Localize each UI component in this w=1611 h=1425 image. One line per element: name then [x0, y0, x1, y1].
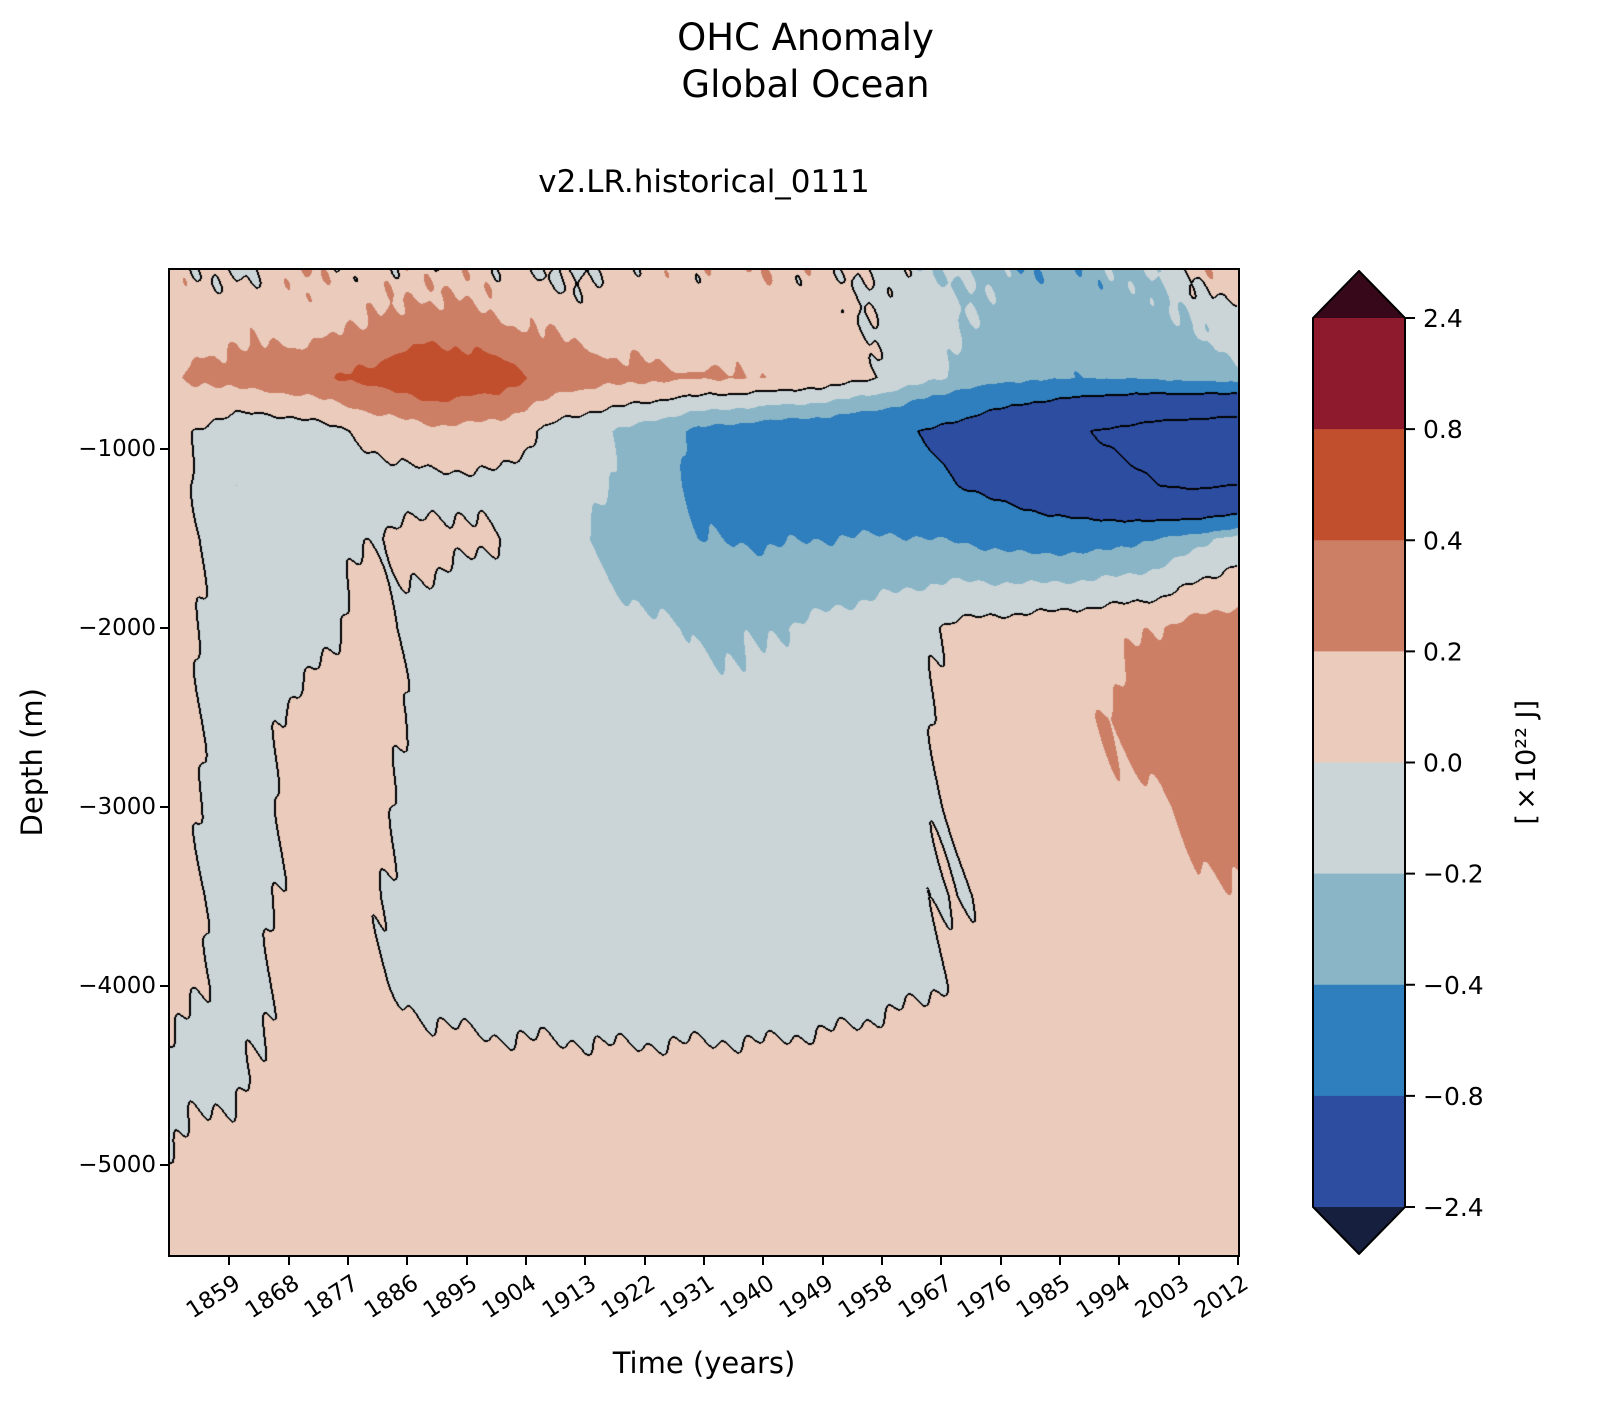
- y-tick-mark: [160, 1164, 169, 1167]
- y-tick-mark: [160, 627, 169, 630]
- x-tick-label: 1931: [656, 1270, 720, 1324]
- x-tick-label: 1967: [893, 1270, 957, 1324]
- x-tick-label: 1940: [715, 1270, 779, 1324]
- colorbar-tick-label: −0.4: [1423, 971, 1484, 1000]
- x-tick-mark: [643, 1256, 646, 1265]
- x-tick-mark: [465, 1256, 468, 1265]
- x-tick-mark: [1237, 1256, 1239, 1265]
- y-axis-label: Depth (m): [10, 270, 54, 1255]
- colorbar-axis-label: [×10²² J]: [1498, 270, 1554, 1255]
- x-tick-label: 1922: [597, 1270, 661, 1324]
- y-tick-mark: [160, 806, 169, 809]
- colorbar-tick-label: 0.0: [1423, 749, 1463, 778]
- x-tick-mark: [1177, 1256, 1180, 1265]
- x-tick-mark: [999, 1256, 1002, 1265]
- colorbar-tick-label: 0.8: [1423, 415, 1463, 444]
- x-tick-label: 1877: [300, 1270, 364, 1324]
- colorbar-axis-label-text: [×10²² J]: [1510, 700, 1542, 825]
- x-tick-label: 1859: [181, 1270, 245, 1324]
- colorbar: 2.4 0.8 0.4 0.2 0.0 −0.2 −0.4 −0.8 −2.4: [1312, 269, 1512, 1259]
- x-tick-label: 1994: [1071, 1270, 1135, 1324]
- x-tick-label: 1904: [478, 1270, 542, 1324]
- x-tick-label: 1949: [775, 1270, 839, 1324]
- colorbar-band: [1313, 540, 1405, 652]
- x-tick-label: 1886: [359, 1270, 423, 1324]
- x-tick-label: 1958: [834, 1270, 898, 1324]
- figure-title-line1: OHC Anomaly: [677, 16, 934, 59]
- colorbar-band: [1313, 318, 1405, 430]
- x-tick-label: 1976: [953, 1270, 1017, 1324]
- x-tick-label: 1985: [1012, 1270, 1076, 1324]
- x-tick-mark: [228, 1256, 231, 1265]
- x-tick-mark: [406, 1256, 409, 1265]
- colorbar-band: [1313, 984, 1405, 1097]
- x-tick-mark: [525, 1256, 527, 1265]
- y-tick-label: −3000: [78, 794, 156, 821]
- colorbar-band: [1313, 762, 1405, 875]
- x-tick-mark: [1118, 1256, 1121, 1265]
- x-tick-mark: [287, 1256, 290, 1265]
- colorbar-tick-label: −0.2: [1423, 860, 1484, 889]
- y-tick-mark: [160, 448, 169, 451]
- x-tick-mark: [762, 1256, 765, 1265]
- figure-title-line2: Global Ocean: [681, 63, 930, 106]
- y-tick-mark: [160, 985, 169, 988]
- x-tick-mark: [703, 1256, 705, 1265]
- heatmap-canvas: [170, 270, 1238, 1255]
- y-tick-label: −1000: [78, 436, 156, 463]
- colorbar-tick-label: 0.2: [1423, 637, 1463, 666]
- y-tick-label: −2000: [78, 615, 156, 642]
- x-tick-mark: [347, 1256, 349, 1265]
- y-tick-label: −5000: [78, 1152, 156, 1179]
- colorbar-svg: 2.4 0.8 0.4 0.2 0.0 −0.2 −0.4 −0.8 −2.4: [1312, 269, 1484, 1256]
- colorbar-tick-label: 0.4: [1423, 526, 1463, 555]
- x-tick-label: 1868: [241, 1270, 305, 1324]
- colorbar-band: [1313, 651, 1405, 763]
- x-tick-mark: [881, 1256, 883, 1265]
- x-tick-mark: [821, 1256, 824, 1265]
- x-tick-label: 1913: [537, 1270, 601, 1324]
- x-tick-label: 2003: [1131, 1270, 1195, 1324]
- x-tick-mark: [940, 1256, 943, 1265]
- colorbar-over-arrow: [1313, 271, 1405, 318]
- y-tick-label: −4000: [78, 973, 156, 1000]
- x-tick-label: 1895: [419, 1270, 483, 1324]
- x-tick-mark: [584, 1256, 587, 1265]
- colorbar-band: [1313, 873, 1405, 986]
- colorbar-under-arrow: [1313, 1207, 1405, 1254]
- x-axis-label: Time (years): [612, 1346, 796, 1380]
- colorbar-tick-label: 2.4: [1423, 304, 1463, 333]
- x-tick-mark: [1059, 1256, 1061, 1265]
- x-tick-label: 2012: [1190, 1270, 1254, 1324]
- colorbar-tick-label: −0.8: [1423, 1082, 1484, 1111]
- figure-subtitle: v2.LR.historical_0111: [538, 164, 870, 200]
- colorbar-band: [1313, 1095, 1405, 1208]
- colorbar-tick-label: −2.4: [1423, 1193, 1484, 1222]
- colorbar-band: [1313, 429, 1405, 541]
